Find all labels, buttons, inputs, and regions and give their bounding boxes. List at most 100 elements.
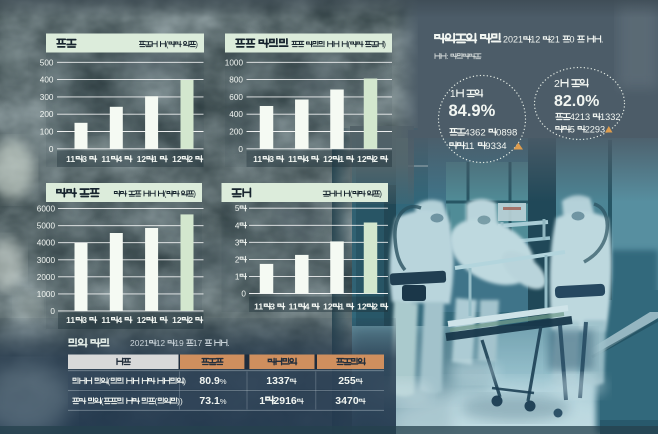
svg-text:800: 800 bbox=[229, 76, 243, 85]
svg-text:11: 11 bbox=[101, 154, 110, 164]
svg-text:1: 1 bbox=[235, 272, 240, 281]
svg-text:17: 17 bbox=[193, 338, 203, 348]
svg-text:11: 11 bbox=[101, 315, 110, 325]
svg-text:2000: 2000 bbox=[37, 273, 56, 282]
svg-text:400: 400 bbox=[40, 76, 54, 85]
svg-text:12: 12 bbox=[357, 154, 367, 164]
svg-text:1: 1 bbox=[153, 154, 158, 164]
svg-text:): ) bbox=[195, 40, 198, 49]
svg-text:.: . bbox=[227, 338, 229, 348]
svg-text:2: 2 bbox=[188, 315, 193, 325]
svg-text:21: 21 bbox=[550, 35, 560, 45]
svg-text:4: 4 bbox=[305, 302, 310, 312]
svg-text:4: 4 bbox=[304, 154, 309, 164]
svg-text:2: 2 bbox=[235, 255, 240, 264]
svg-text:): ) bbox=[183, 376, 186, 386]
svg-text:11: 11 bbox=[254, 302, 263, 312]
svg-text:12: 12 bbox=[323, 302, 333, 312]
svg-text:200: 200 bbox=[40, 110, 54, 119]
svg-text:%: % bbox=[220, 397, 227, 406]
svg-text:(: ( bbox=[101, 396, 104, 406]
svg-text:1332: 1332 bbox=[600, 112, 620, 122]
svg-text:(: ( bbox=[107, 376, 110, 386]
svg-text:): ) bbox=[379, 190, 382, 199]
svg-text:12: 12 bbox=[137, 154, 147, 164]
svg-text:3: 3 bbox=[82, 315, 87, 325]
svg-text:600: 600 bbox=[229, 93, 243, 102]
svg-text:12: 12 bbox=[156, 338, 166, 348]
svg-text:(: ( bbox=[348, 40, 351, 49]
svg-text:12: 12 bbox=[357, 302, 367, 312]
svg-text:1000: 1000 bbox=[225, 58, 244, 67]
svg-text:): ) bbox=[193, 190, 196, 199]
svg-text:(: ( bbox=[155, 396, 158, 406]
svg-text:5: 5 bbox=[235, 204, 240, 213]
svg-text::: : bbox=[446, 52, 448, 61]
svg-text:.: . bbox=[601, 35, 604, 45]
svg-text:12: 12 bbox=[137, 315, 147, 325]
svg-text:1337: 1337 bbox=[266, 375, 290, 387]
svg-text:2: 2 bbox=[373, 154, 378, 164]
svg-text:11: 11 bbox=[253, 154, 262, 164]
svg-text:6000: 6000 bbox=[37, 205, 56, 214]
svg-text:255: 255 bbox=[338, 375, 356, 387]
svg-text:%: % bbox=[220, 377, 227, 386]
svg-text:2: 2 bbox=[188, 154, 193, 164]
svg-text:11: 11 bbox=[288, 154, 297, 164]
svg-text:2: 2 bbox=[554, 78, 560, 90]
svg-text:12: 12 bbox=[530, 35, 540, 45]
svg-text:3000: 3000 bbox=[37, 256, 56, 265]
svg-text:12: 12 bbox=[172, 154, 182, 164]
svg-text:1: 1 bbox=[450, 89, 456, 100]
svg-text:4000: 4000 bbox=[37, 239, 56, 248]
svg-text:4: 4 bbox=[118, 154, 123, 164]
svg-text:3: 3 bbox=[82, 154, 87, 164]
svg-text:80.9: 80.9 bbox=[199, 375, 220, 387]
svg-text:4362: 4362 bbox=[464, 128, 485, 139]
svg-text:12: 12 bbox=[323, 154, 333, 164]
svg-text:4: 4 bbox=[235, 221, 240, 230]
svg-text:0: 0 bbox=[49, 145, 54, 154]
svg-text:1: 1 bbox=[339, 302, 344, 312]
svg-text:2293: 2293 bbox=[585, 125, 605, 135]
svg-text:1: 1 bbox=[153, 315, 158, 325]
svg-text:11: 11 bbox=[464, 141, 474, 152]
svg-text:3470: 3470 bbox=[335, 395, 359, 407]
svg-text:1: 1 bbox=[339, 154, 344, 164]
svg-text:500: 500 bbox=[40, 58, 54, 67]
svg-text:0: 0 bbox=[238, 145, 243, 154]
svg-text:9334: 9334 bbox=[485, 141, 507, 152]
svg-text:1: 1 bbox=[259, 395, 265, 407]
svg-text:4213: 4213 bbox=[570, 112, 590, 122]
svg-text:200: 200 bbox=[229, 128, 243, 137]
svg-text:2916: 2916 bbox=[273, 395, 297, 407]
svg-text:): ) bbox=[383, 40, 386, 49]
svg-text:)): )) bbox=[177, 396, 183, 406]
svg-text:(: ( bbox=[350, 190, 353, 199]
svg-text:0: 0 bbox=[50, 307, 55, 316]
svg-text:3: 3 bbox=[269, 154, 274, 164]
svg-text:(: ( bbox=[164, 190, 167, 199]
svg-text:11: 11 bbox=[66, 154, 75, 164]
svg-text:2021: 2021 bbox=[503, 35, 523, 45]
svg-text:5000: 5000 bbox=[37, 222, 56, 231]
svg-text:2: 2 bbox=[373, 302, 378, 312]
svg-text:0: 0 bbox=[241, 290, 246, 299]
svg-text:11: 11 bbox=[289, 302, 298, 312]
svg-text:12: 12 bbox=[172, 315, 182, 325]
svg-text:4: 4 bbox=[118, 315, 123, 325]
svg-text:11: 11 bbox=[66, 315, 75, 325]
svg-text:300: 300 bbox=[40, 93, 54, 102]
svg-text:84.9%: 84.9% bbox=[449, 102, 496, 120]
svg-text:0898: 0898 bbox=[496, 128, 517, 139]
svg-text:(: ( bbox=[166, 40, 169, 49]
svg-text:19: 19 bbox=[174, 338, 184, 348]
svg-text:400: 400 bbox=[229, 110, 243, 119]
svg-text:5: 5 bbox=[570, 125, 575, 135]
svg-text:73.1: 73.1 bbox=[199, 395, 220, 407]
svg-text:1000: 1000 bbox=[37, 290, 56, 299]
svg-text:0: 0 bbox=[570, 35, 575, 45]
svg-text:3: 3 bbox=[270, 302, 275, 312]
svg-text:100: 100 bbox=[40, 128, 54, 137]
svg-text:3: 3 bbox=[235, 238, 240, 247]
